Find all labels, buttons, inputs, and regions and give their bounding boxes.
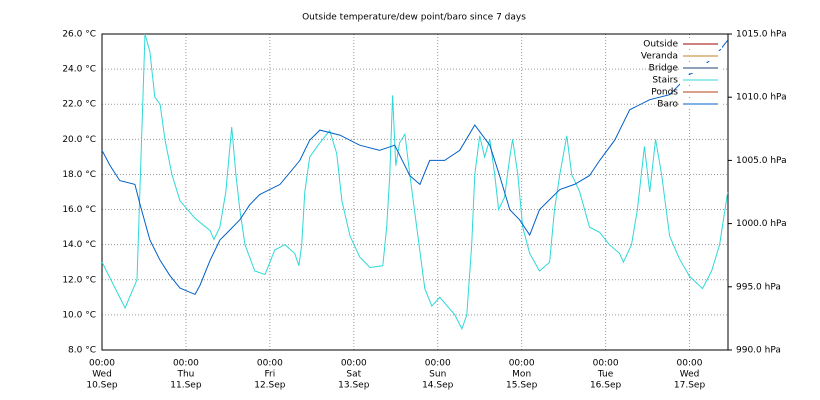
x-tick-label: Fri bbox=[264, 370, 275, 380]
x-tick-label: Sat bbox=[346, 370, 361, 380]
x-tick-label: 11.Sep bbox=[170, 381, 202, 391]
x-tick-label: Thu bbox=[176, 370, 194, 380]
legend-label: Outside bbox=[643, 40, 678, 50]
x-tick-label: 00:00 bbox=[173, 359, 199, 369]
x-tick-label: 10.Sep bbox=[86, 381, 118, 391]
y-tick-label: 24.0 °C bbox=[62, 65, 96, 75]
x-tick-label: 00:00 bbox=[425, 359, 451, 369]
y2-tick-label: 990.0 hPa bbox=[736, 346, 781, 356]
y2-tick-label: 995.0 hPa bbox=[736, 282, 781, 292]
x-tick-label: 15.Sep bbox=[506, 381, 538, 391]
y2-tick-label: 1010.0 hPa bbox=[736, 93, 787, 103]
x-tick-label: 14.Sep bbox=[422, 381, 454, 391]
x-tick-label: Mon bbox=[512, 370, 531, 380]
x-tick-label: 00:00 bbox=[677, 359, 703, 369]
x-tick-label: 00:00 bbox=[341, 359, 367, 369]
x-tick-label: 00:00 bbox=[509, 359, 535, 369]
y2-tick-label: 1005.0 hPa bbox=[736, 156, 787, 166]
y-tick-label: 18.0 °C bbox=[62, 170, 96, 180]
y-tick-label: 10.0 °C bbox=[62, 310, 96, 320]
y2-tick-label: 1015.0 hPa bbox=[736, 30, 787, 40]
x-tick-label: Tue bbox=[597, 370, 614, 380]
legend-label: Bridge bbox=[649, 64, 679, 74]
x-tick-label: 00:00 bbox=[89, 359, 115, 369]
y-tick-label: 22.0 °C bbox=[62, 100, 96, 110]
y-tick-label: 8.0 °C bbox=[68, 346, 96, 356]
y-tick-label: 16.0 °C bbox=[62, 205, 96, 215]
y-tick-label: 20.0 °C bbox=[62, 135, 96, 145]
legend-label: Baro bbox=[657, 100, 678, 110]
series-line bbox=[101, 39, 729, 296]
y-tick-label: 26.0 °C bbox=[62, 30, 96, 40]
x-tick-label: 00:00 bbox=[593, 359, 619, 369]
legend-label: Veranda bbox=[641, 52, 678, 62]
x-tick-label: 13.Sep bbox=[338, 381, 370, 391]
y-tick-label: 14.0 °C bbox=[62, 240, 96, 250]
x-tick-label: Wed bbox=[680, 370, 700, 380]
chart-title: Outside temperature/dew point/baro since… bbox=[302, 13, 526, 23]
legend-label: Stairs bbox=[652, 76, 678, 86]
x-tick-label: 16.Sep bbox=[590, 381, 622, 391]
y-tick-label: 12.0 °C bbox=[62, 275, 96, 285]
y2-tick-label: 1000.0 hPa bbox=[736, 219, 787, 229]
x-tick-label: Sun bbox=[429, 370, 446, 380]
x-tick-label: Wed bbox=[92, 370, 112, 380]
x-tick-label: 12.Sep bbox=[254, 381, 286, 391]
x-tick-label: 00:00 bbox=[257, 359, 283, 369]
legend-label: Ponds bbox=[651, 88, 678, 98]
x-tick-label: 17.Sep bbox=[674, 381, 706, 391]
series-line bbox=[101, 33, 729, 331]
plot-frame bbox=[101, 33, 729, 351]
